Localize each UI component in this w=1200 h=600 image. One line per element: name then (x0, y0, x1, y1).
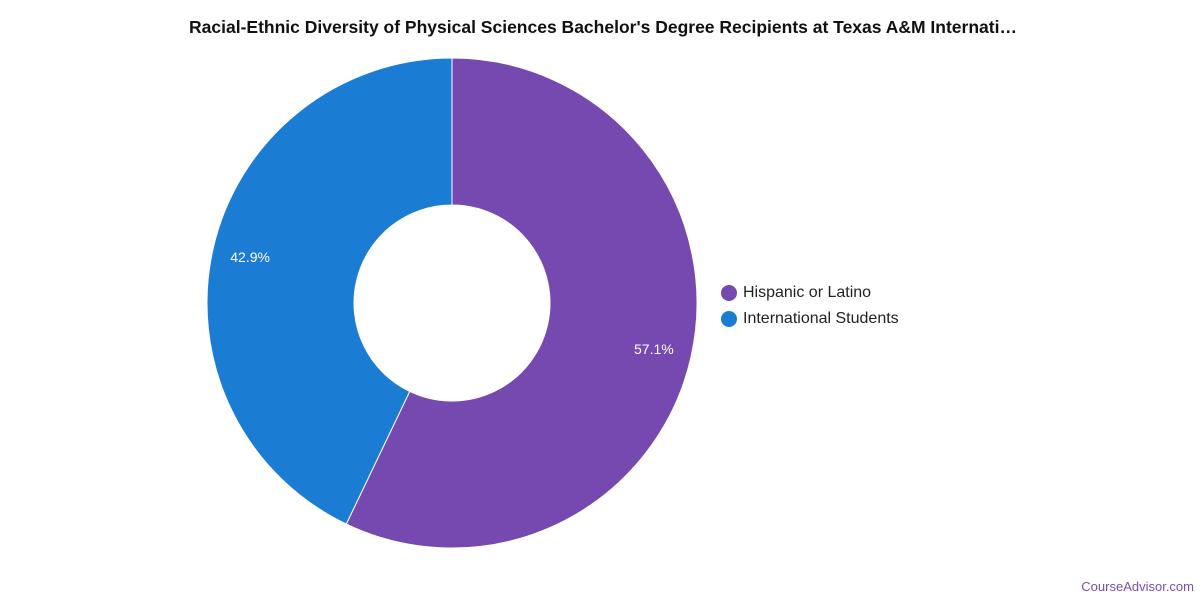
chart-title: Racial-Ethnic Diversity of Physical Scie… (189, 17, 1017, 37)
legend-item-hispanic-or-latino[interactable]: Hispanic or Latino (721, 280, 899, 306)
legend-swatch-hispanic-or-latino (721, 285, 737, 301)
data-label-hispanic-or-latino: 57.1% (634, 341, 674, 357)
courseadvisor-credit-link[interactable]: CourseAdvisor.com (1081, 579, 1194, 594)
chart-legend: Hispanic or Latino International Student… (721, 280, 899, 332)
legend-item-international-students[interactable]: International Students (721, 306, 899, 332)
legend-swatch-international-students (721, 311, 737, 327)
data-label-international-students: 42.9% (230, 249, 270, 265)
donut-slice-international-students[interactable] (206, 57, 453, 525)
donut-slice-hispanic-or-latino[interactable] (345, 57, 698, 549)
legend-label-international-students: International Students (743, 310, 899, 327)
legend-label-hispanic-or-latino: Hispanic or Latino (743, 284, 872, 301)
